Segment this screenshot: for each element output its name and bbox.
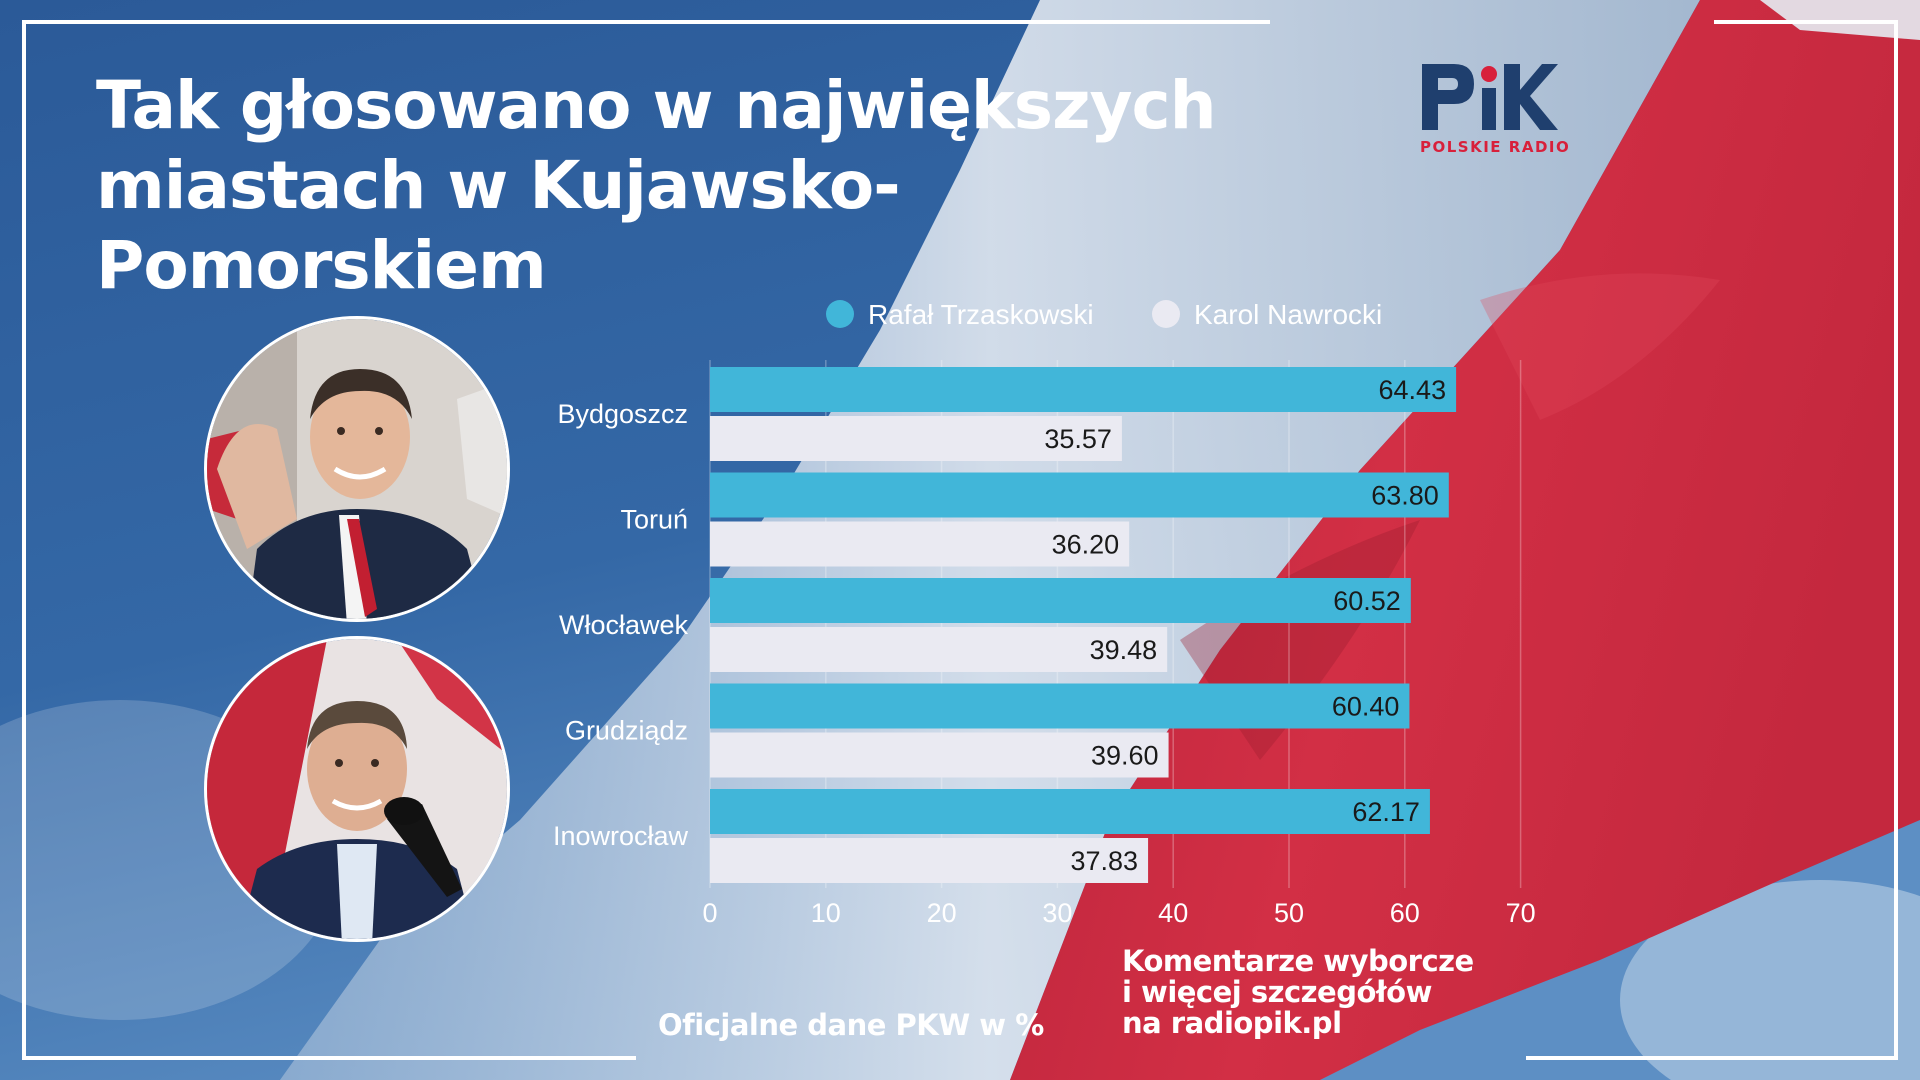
title-line-1: Tak głosowano w największych [96, 67, 1217, 144]
frame-left [22, 20, 26, 1060]
data-label: 60.40 [1332, 692, 1400, 722]
bar-nawrocki-2 [710, 627, 1168, 672]
x-tick-label: 10 [811, 898, 841, 928]
legend-label: Karol Nawrocki [1194, 299, 1382, 330]
x-tick-label: 0 [702, 898, 717, 928]
category-label: Inowrocław [553, 821, 689, 851]
data-label: 62.17 [1352, 797, 1420, 827]
bar-nawrocki-1 [710, 521, 1130, 567]
bar-trzaskowski-1 [710, 472, 1449, 518]
data-label: 63.80 [1371, 481, 1439, 511]
logo-subtitle: POLSKIE RADIO [1420, 138, 1571, 156]
frame-top-right [1714, 20, 1898, 24]
x-tick-label: 50 [1274, 898, 1304, 928]
category-label: Toruń [620, 505, 688, 535]
bar-nawrocki-4 [710, 838, 1149, 883]
cta-line-1: Komentarze wyborcze [1122, 944, 1474, 978]
x-tick-label: 30 [1042, 898, 1072, 928]
page-title: Tak głosowano w największych miastach w … [96, 66, 1276, 306]
frame-bottom-right [1526, 1056, 1898, 1060]
source-note: Oficjalne dane PKW w % [658, 1008, 1044, 1042]
title-line-2: miastach w Kujawsko-Pomorskiem [96, 147, 901, 304]
nawrocki-portrait-image [207, 639, 507, 939]
photo-nawrocki [204, 636, 510, 942]
data-label: 36.20 [1052, 530, 1120, 560]
pik-logo: POLSKIE RADIO [1418, 60, 1569, 160]
frame-bottom-left [22, 1056, 636, 1060]
labels: 64.43 35.57 Bydgoszcz 63.80 36.20 Toruń 60.52 3… [553, 375, 1446, 876]
legend-label: Rafał Trzaskowski [868, 299, 1094, 330]
data-label: 35.57 [1044, 424, 1112, 454]
pik-logo-mark [1422, 64, 1558, 130]
cta-line-3: na radiopik.pl [1122, 1006, 1342, 1040]
x-tick-label: 40 [1158, 898, 1188, 928]
x-tick-label: 70 [1506, 898, 1536, 928]
frame-right [1894, 20, 1898, 1060]
x-axis: 0 10 20 30 40 50 60 70 [702, 898, 1535, 928]
data-label: 39.60 [1091, 741, 1159, 771]
bar-trzaskowski-2 [710, 578, 1411, 623]
bar-nawrocki-0 [710, 416, 1122, 461]
legend: Rafał Trzaskowski Karol Nawrocki [826, 299, 1382, 330]
bar-trzaskowski-3 [710, 683, 1410, 729]
category-label: Bydgoszcz [557, 399, 688, 429]
x-tick-label: 60 [1390, 898, 1420, 928]
call-to-action: Komentarze wyborcze i więcej szczegółów … [1122, 946, 1474, 1039]
legend-swatch-trzaskowski [826, 300, 854, 328]
category-label: Włocławek [559, 610, 689, 640]
data-label: 37.83 [1070, 846, 1138, 876]
data-label: 60.52 [1333, 586, 1401, 616]
trzaskowski-portrait-image [207, 319, 507, 619]
legend-swatch-nawrocki [1152, 300, 1180, 328]
x-tick-label: 20 [927, 898, 957, 928]
bars [710, 367, 1457, 883]
bar-trzaskowski-0 [710, 367, 1457, 412]
bar-trzaskowski-4 [710, 789, 1430, 834]
data-label: 39.48 [1090, 635, 1158, 665]
frame-top-left [22, 20, 1270, 24]
photo-trzaskowski [204, 316, 510, 622]
data-label: 64.43 [1379, 375, 1447, 405]
category-label: Grudziądz [565, 716, 688, 746]
cta-line-2: i więcej szczegółów [1122, 975, 1432, 1009]
bar-nawrocki-3 [710, 732, 1169, 778]
